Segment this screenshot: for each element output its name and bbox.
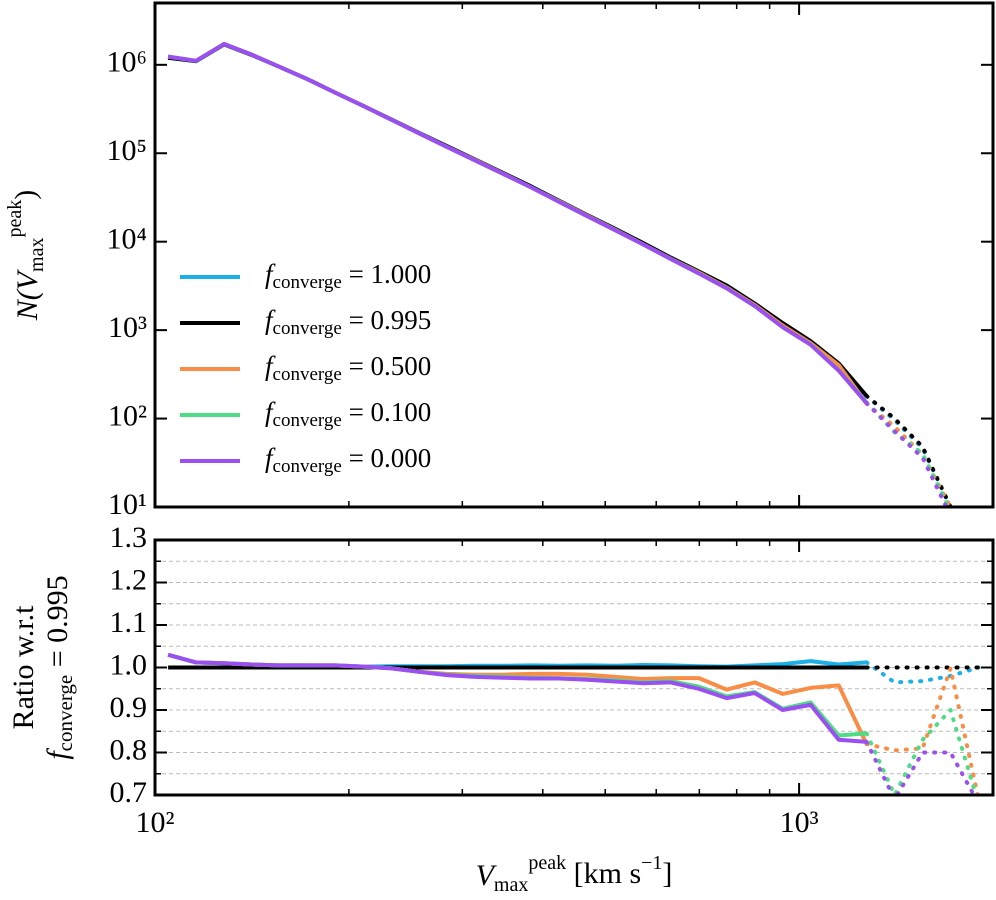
legend-label: fconverge = 0.500 [265, 351, 431, 385]
series-line-dotted [864, 400, 951, 507]
legend: fconverge = 1.000 fconverge = 0.995 fconve… [180, 259, 431, 477]
series-line-dotted [864, 401, 953, 507]
y-tick-label: 10² [108, 399, 147, 432]
y-axis-label: Ratio w.r.t [7, 605, 40, 730]
series-line [167, 42, 869, 405]
y-tick-label: 10¹ [108, 488, 147, 521]
series-line-dotted [864, 708, 979, 795]
x-tick-label: 10³ [780, 806, 819, 839]
label-part: peak [528, 852, 566, 874]
y-tick-label: 1.1 [110, 606, 148, 639]
y-tick-label: 10⁶ [107, 46, 147, 79]
label-part: ) [9, 190, 42, 200]
label-part: ] [662, 857, 672, 890]
y-tick-label: 1.0 [110, 648, 148, 681]
y-axis-label: N(Vmaxpeak) [4, 190, 48, 322]
series-line [167, 42, 869, 398]
label-part: [km s [566, 857, 641, 890]
label-part: max [494, 874, 528, 896]
y-tick-label: 1.3 [110, 521, 148, 554]
y-tick-label: 0.8 [110, 733, 148, 766]
y-tick-label: 10³ [108, 311, 147, 344]
y-tick-label: 0.9 [110, 691, 148, 724]
series-line-dotted [864, 739, 977, 795]
series-line [167, 42, 869, 405]
y-axis-label: fconverge = 0.995 [41, 575, 77, 759]
series-line [167, 652, 867, 744]
series-line-dotted [864, 666, 980, 795]
x-axis-label: Vmaxpeak [km s−1] [476, 852, 673, 896]
y-tick-label: 10⁴ [107, 223, 147, 256]
label-part: V [476, 859, 498, 892]
label-part: peak [4, 200, 26, 238]
legend-label: fconverge = 0.100 [265, 397, 431, 431]
plot-area [167, 42, 954, 507]
series-line [167, 42, 869, 404]
series-line-dotted [864, 401, 949, 507]
label-part: −1 [641, 852, 662, 874]
y-tick-label: 1.2 [110, 563, 148, 596]
plot-area [167, 652, 981, 795]
legend-label: fconverge = 0.000 [265, 443, 431, 477]
series-line-dotted [864, 660, 981, 685]
label-part: N(V [11, 268, 44, 321]
x-tick-label: 10² [136, 806, 175, 839]
legend-label: fconverge = 1.000 [265, 259, 431, 293]
legend-label: fconverge = 0.995 [265, 305, 431, 339]
label-part: max [26, 238, 48, 272]
series-line [167, 42, 869, 398]
y-tick-label: 10⁵ [107, 134, 147, 167]
y-tick-label: 0.7 [110, 776, 148, 809]
axes-frame [153, 1, 995, 509]
